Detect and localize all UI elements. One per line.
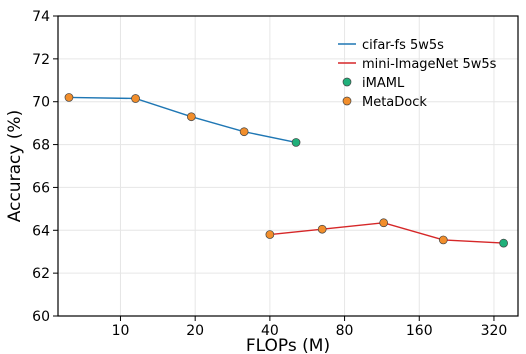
plot-area-frame: [57, 15, 519, 317]
legend: cifar-fs 5w5s mini-ImageNet 5w5s iMAML Meta…: [338, 38, 497, 110]
series-line-0: [68, 96, 297, 144]
x-tick-label: 80: [336, 323, 354, 339]
legend-swatch-marker-1: [342, 96, 352, 106]
y-tick-label: 66: [32, 180, 50, 196]
y-tick-label: 64: [32, 223, 50, 239]
metadock-marker: [317, 224, 327, 234]
metadock-marker: [239, 127, 249, 137]
metadock-marker: [131, 94, 140, 103]
y-tick-label: 60: [32, 309, 50, 325]
legend-swatch-marker-0: [342, 77, 352, 87]
legend-label: cifar-fs 5w5s: [362, 38, 444, 53]
metadock-marker: [186, 112, 196, 122]
x-tick-label: 10: [112, 323, 130, 339]
x-tick-label: 160: [406, 323, 433, 339]
x-tick-label: 20: [186, 323, 204, 339]
metadock-marker: [379, 218, 389, 228]
axis-ticks: 60 62 64 66 68 70 72 74 10 20 40 80 160 320: [32, 9, 507, 339]
legend-label: mini-ImageNet 5w5s: [362, 57, 497, 72]
series-lines: [68, 96, 504, 244]
y-tick-label: 74: [32, 9, 50, 25]
x-tick-label: 40: [261, 323, 279, 339]
data-markers: [64, 93, 508, 248]
y-tick-label: 70: [32, 95, 50, 111]
metadock-marker: [438, 235, 448, 245]
metadock-marker: [265, 230, 275, 239]
y-axis-label: Accuracy (%): [5, 110, 25, 222]
legend-label: iMAML: [362, 76, 405, 91]
x-axis-label: FLOPs (M): [246, 336, 330, 354]
legend-label: MetaDock: [362, 95, 427, 110]
x-tick-label: 320: [481, 323, 508, 339]
y-tick-label: 72: [32, 52, 50, 68]
metadock-marker: [64, 93, 74, 102]
y-tick-label: 68: [32, 138, 50, 154]
y-tick-label: 62: [32, 266, 50, 282]
imaml-marker: [499, 238, 508, 248]
imaml-marker: [291, 138, 301, 147]
